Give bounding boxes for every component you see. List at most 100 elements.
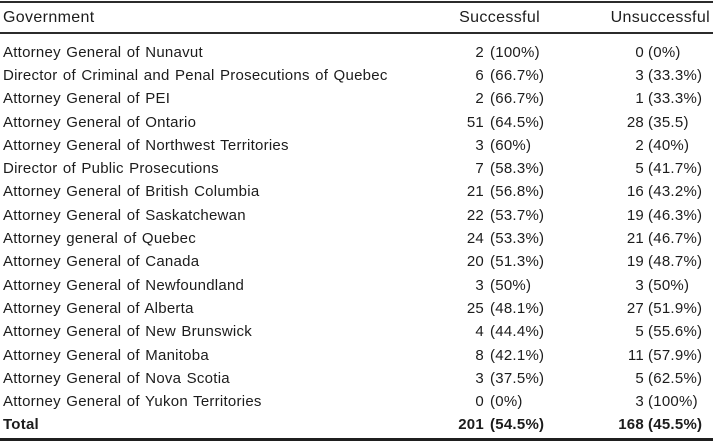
table-row: Director of Criminal and Penal Prosecuti… — [0, 64, 713, 87]
unsuccessful-pct: (48.7%) — [648, 253, 703, 271]
unsuccessful-pct: (40%) — [648, 136, 690, 154]
successful-pct: (53.3%) — [490, 230, 545, 248]
successful-cell: 8 (42.1%) — [400, 346, 544, 364]
unsuccessful-count: 28 — [626, 113, 644, 131]
successful-count: 8 — [475, 346, 484, 364]
unsuccessful-count: 19 — [626, 253, 644, 271]
unsuccessful-count: 5 — [635, 160, 644, 178]
unsuccessful-pct: (43.2%) — [648, 183, 703, 201]
unsuccessful-count: 0 — [635, 43, 644, 61]
total-label: Total — [3, 416, 39, 434]
successful-pct: (60%) — [490, 136, 532, 154]
table-row: Attorney General of Manitoba 8 (42.1%) 11… — [0, 343, 713, 366]
unsuccessful-pct: (35.5) — [648, 113, 689, 131]
unsuccessful-cell: 5 (41.7%) — [540, 160, 713, 177]
successful-pct: (66.7%) — [490, 90, 545, 108]
successful-count: 21 — [466, 183, 484, 201]
unsuccessful-pct: (33.3%) — [648, 90, 703, 108]
unsuccessful-count: 3 — [635, 66, 644, 84]
total-unsuccessful-count: 168 — [618, 416, 644, 434]
government-cell: Attorney General of PEI — [3, 90, 171, 108]
successful-pct: (53.7%) — [490, 206, 545, 224]
successful-count: 3 — [475, 136, 484, 154]
successful-cell: 3 (50%) — [400, 277, 540, 294]
total-successful-count: 201 — [458, 416, 484, 434]
successful-pct: (100%) — [490, 43, 540, 61]
unsuccessful-count: 19 — [626, 206, 644, 224]
successful-count: 3 — [475, 276, 484, 294]
unsuccessful-count: 5 — [635, 323, 644, 341]
successful-cell: 3 (37.5%) — [400, 369, 544, 387]
table-row: Attorney General of Nunavut 2 (100%) 0 (0%… — [0, 41, 713, 64]
successful-cell: 22 (53.7%) — [400, 206, 545, 224]
successful-pct: (50%) — [490, 276, 532, 294]
unsuccessful-pct: (46.7%) — [648, 230, 703, 248]
government-cell: Attorney General of Newfoundland — [3, 276, 245, 294]
table-header-row: Government Successful Unsuccessful — [0, 3, 713, 32]
successful-cell: 24 (53.3%) — [400, 230, 545, 248]
table-row: Attorney General of British Columbia 21 (… — [0, 180, 713, 203]
table-row: Attorney General of Alberta 25 (48.1%) 27… — [0, 297, 713, 320]
successful-cell: 0 (0%) — [400, 393, 540, 410]
unsuccessful-pct: (55.6%) — [648, 323, 703, 341]
government-cell: Attorney General of Alberta — [3, 299, 194, 317]
table-row: Attorney General of Newfoundland 3 (50%) … — [0, 273, 713, 296]
unsuccessful-count: 5 — [635, 369, 644, 387]
table-row: Attorney General of New Brunswick 4 (44.4… — [0, 320, 713, 343]
successful-cell: 2 (100%) — [400, 44, 540, 61]
unsuccessful-cell: 21 (46.7%) — [540, 230, 713, 247]
table-row: Attorney General of PEI 2 (66.7%) 1 (33.3%… — [0, 87, 713, 110]
successful-count: 2 — [475, 43, 484, 61]
unsuccessful-count: 21 — [626, 230, 644, 248]
government-cell: Director of Criminal and Penal Prosecuti… — [3, 66, 388, 84]
unsuccessful-count: 1 — [635, 90, 644, 108]
unsuccessful-cell: 0 (0%) — [540, 44, 713, 61]
government-cell: Attorney General of Yukon Territories — [3, 393, 262, 411]
unsuccessful-cell: 3 (100%) — [540, 393, 713, 410]
successful-pct: (58.3%) — [490, 160, 545, 178]
total-unsuccessful-cell: 168 (45.5%) — [540, 416, 713, 433]
government-cell: Attorney General of Nunavut — [3, 43, 203, 61]
unsuccessful-cell: 5 (55.6%) — [540, 323, 713, 340]
successful-pct: (44.4%) — [490, 323, 545, 341]
government-cell: Attorney General of British Columbia — [3, 183, 260, 201]
successful-pct: (51.3%) — [490, 253, 545, 271]
unsuccessful-pct: (46.3%) — [648, 206, 703, 224]
successful-pct: (48.1%) — [490, 299, 545, 317]
successful-cell: 25 (48.1%) — [400, 299, 545, 317]
successful-count: 24 — [466, 230, 484, 248]
unsuccessful-count: 3 — [635, 276, 644, 294]
table-bottom-rule — [0, 438, 713, 442]
successful-cell: 2 (66.7%) — [400, 90, 545, 108]
unsuccessful-pct: (62.5%) — [648, 369, 703, 387]
unsuccessful-pct: (0%) — [648, 43, 681, 61]
unsuccessful-cell: 19 (48.7%) — [540, 253, 713, 270]
successful-cell: 6 (66.7%) — [400, 67, 544, 84]
unsuccessful-cell: 1 (33.3%) — [540, 90, 713, 107]
unsuccessful-cell: 3 (33.3%) — [540, 67, 713, 84]
unsuccessful-cell: 19 (46.3%) — [540, 207, 713, 224]
successful-count: 3 — [475, 369, 484, 387]
unsuccessful-pct: (50%) — [648, 276, 690, 294]
unsuccessful-cell: 16 (43.2%) — [540, 183, 713, 200]
successful-count: 22 — [466, 206, 484, 224]
total-successful-pct: (54.5%) — [490, 416, 545, 434]
unsuccessful-count: 27 — [626, 299, 644, 317]
government-cell: Attorney General of Manitoba — [3, 346, 209, 364]
successful-count: 25 — [466, 299, 484, 317]
table-total-row: Total 201 (54.5%) 168 (45.5%) — [0, 413, 713, 436]
table-row: Attorney General of Yukon Territories 0 (… — [0, 390, 713, 413]
government-cell: Director of Public Prosecutions — [3, 160, 219, 178]
unsuccessful-pct: (100%) — [648, 393, 698, 411]
successful-count: 51 — [466, 113, 484, 131]
table-body: Attorney General of Nunavut 2 (100%) 0 (0%… — [0, 34, 713, 414]
government-cell: Attorney General of Ontario — [3, 113, 197, 131]
unsuccessful-cell: 3 (50%) — [540, 277, 713, 294]
unsuccessful-pct: (57.9%) — [648, 346, 703, 364]
successful-cell: 20 (51.3%) — [400, 253, 545, 271]
unsuccessful-cell: 5 (62.5%) — [540, 370, 713, 387]
table-header-rule — [0, 32, 713, 34]
government-cell: Attorney General of Northwest Territorie… — [3, 136, 289, 154]
successful-pct: (56.8%) — [490, 183, 545, 201]
